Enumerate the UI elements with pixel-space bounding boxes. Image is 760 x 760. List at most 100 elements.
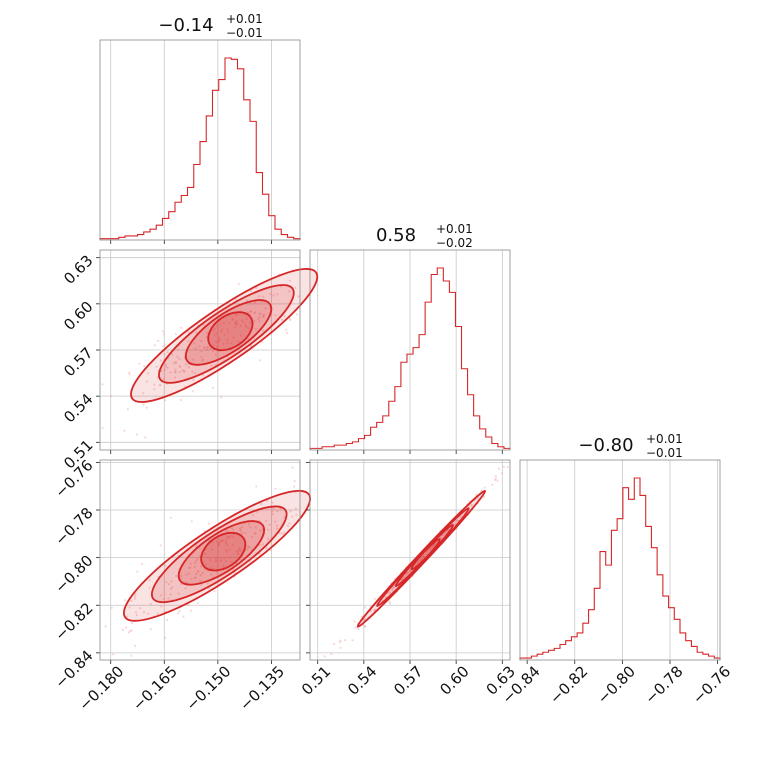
title-value: −0.14 <box>158 15 213 36</box>
sample-point <box>491 483 494 486</box>
sample-point <box>222 342 225 345</box>
panel-title: 0.58 <box>376 225 416 246</box>
sample-point <box>459 515 462 518</box>
title-upper-error: +0.01 <box>646 432 683 446</box>
sample-point <box>157 339 160 343</box>
sample-point <box>506 465 509 469</box>
sample-point <box>180 574 183 578</box>
histogram-step-line <box>309 267 511 450</box>
sample-point <box>405 574 408 577</box>
sample-point <box>225 529 228 532</box>
sample-point <box>354 626 357 629</box>
sample-point <box>166 351 169 354</box>
sample-point <box>429 547 432 550</box>
sample-point <box>242 321 245 324</box>
panel-frame <box>309 459 511 661</box>
sample-point <box>210 364 213 367</box>
sample-point <box>471 503 474 506</box>
sample-point <box>130 599 133 602</box>
sample-point <box>239 529 242 532</box>
sample-point <box>373 609 376 612</box>
sample-point <box>283 315 286 318</box>
sample-point <box>264 307 267 310</box>
sample-point <box>391 588 394 591</box>
sample-point <box>200 340 203 343</box>
sample-point <box>198 345 201 348</box>
sample-point <box>246 299 249 302</box>
sample-point <box>294 286 297 289</box>
sample-point <box>239 547 242 551</box>
sample-point <box>222 565 225 568</box>
contour-line <box>184 299 273 366</box>
sample-point <box>194 347 197 350</box>
sample-point <box>148 586 151 589</box>
sample-point <box>174 362 177 365</box>
sample-point <box>497 467 500 470</box>
sample-point <box>408 569 412 572</box>
sample-point <box>215 332 218 335</box>
x-tick-label: −0.165 <box>129 662 181 714</box>
sample-point <box>199 574 202 577</box>
sample-point <box>134 593 137 596</box>
sample-point <box>339 639 342 642</box>
sample-point <box>235 322 239 325</box>
sample-point <box>442 533 445 536</box>
sample-point <box>239 324 242 328</box>
sample-point <box>169 587 172 591</box>
sample-point <box>223 333 226 337</box>
sample-point <box>219 539 222 543</box>
sample-point <box>262 315 265 318</box>
panel-frame <box>99 39 301 241</box>
sample-point <box>221 539 224 542</box>
sample-point <box>161 345 165 348</box>
sample-point <box>245 325 248 329</box>
sample-point <box>209 347 212 350</box>
sample-point <box>134 644 137 647</box>
sample-point <box>141 562 144 566</box>
sample-point <box>139 607 142 610</box>
sample-point <box>147 372 150 375</box>
sample-point <box>160 605 163 608</box>
sample-point <box>213 327 216 331</box>
sample-point <box>128 371 131 374</box>
sample-point <box>276 509 279 513</box>
sample-point <box>142 392 145 395</box>
sample-point <box>187 572 190 575</box>
sample-point <box>175 574 178 578</box>
sample-point <box>104 625 107 628</box>
sample-point <box>353 620 356 623</box>
sample-point <box>176 612 180 615</box>
sample-point <box>211 329 214 332</box>
sample-point <box>225 541 228 544</box>
sample-point <box>226 550 229 554</box>
sample-point <box>190 609 193 612</box>
sample-point <box>267 537 270 540</box>
sample-point <box>259 313 262 316</box>
sample-point <box>110 394 113 397</box>
contour-fill <box>130 268 318 402</box>
y-tick-label: −0.84 <box>51 647 96 692</box>
sample-point <box>124 599 127 602</box>
sample-point <box>253 532 256 535</box>
sample-point <box>219 323 222 326</box>
sample-point <box>178 610 181 613</box>
sample-point <box>169 371 172 374</box>
sample-point <box>274 487 277 490</box>
sample-point <box>160 370 163 373</box>
sample-point <box>271 510 274 513</box>
sample-point <box>496 479 499 482</box>
sample-point <box>232 528 235 531</box>
sample-point <box>373 597 376 600</box>
sample-point <box>197 570 200 573</box>
sample-point <box>135 433 138 436</box>
sample-point <box>272 507 275 510</box>
title-upper-error: +0.01 <box>436 222 473 236</box>
sample-point <box>279 508 282 511</box>
sample-point <box>169 516 172 519</box>
contour-line <box>177 520 265 586</box>
sample-point <box>291 466 294 469</box>
sample-point <box>237 282 240 285</box>
sample-point <box>230 527 233 530</box>
title-value: −0.80 <box>578 435 633 456</box>
sample-point <box>244 324 247 327</box>
